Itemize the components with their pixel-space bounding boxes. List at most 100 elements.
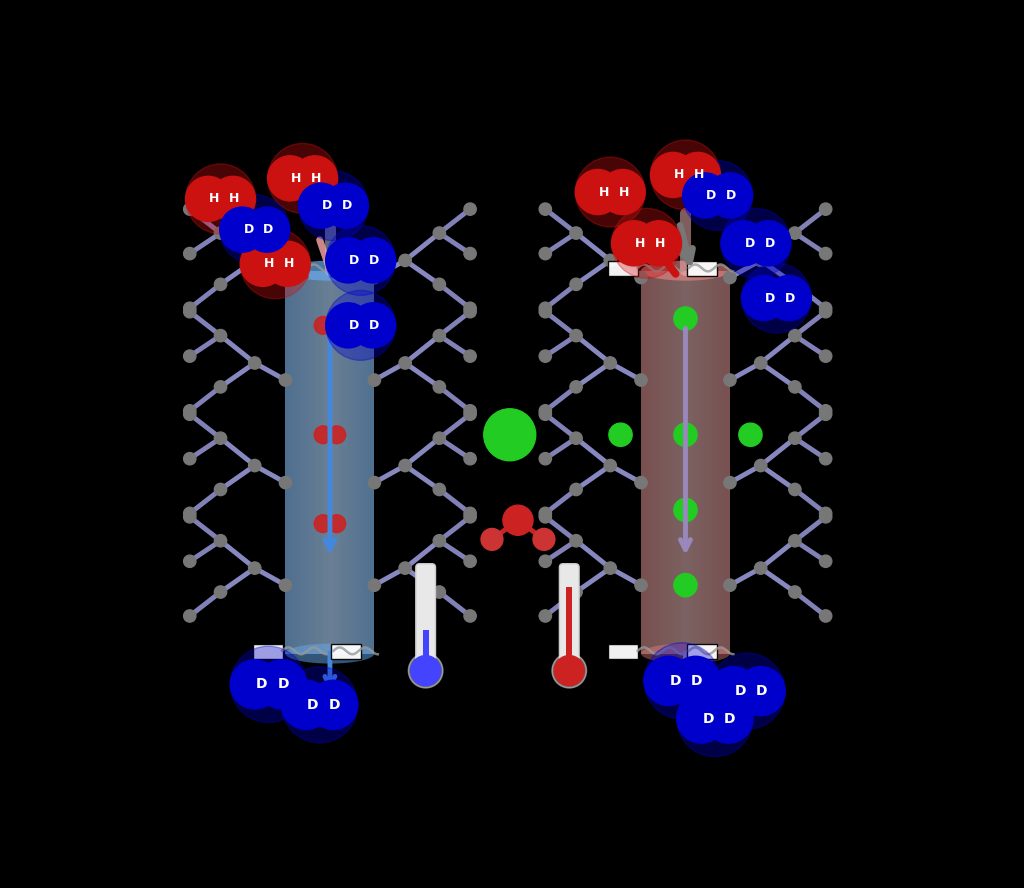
Bar (710, 271, 712, 654)
Circle shape (220, 207, 265, 252)
Bar (701, 271, 703, 654)
Bar (712, 271, 715, 654)
Circle shape (464, 248, 476, 259)
Circle shape (298, 183, 343, 228)
Circle shape (481, 528, 503, 551)
Circle shape (570, 483, 583, 496)
Circle shape (604, 357, 616, 369)
Bar (288, 271, 290, 654)
Circle shape (739, 424, 762, 447)
Bar (318, 271, 322, 654)
Circle shape (724, 272, 736, 283)
Circle shape (464, 453, 476, 464)
Circle shape (683, 161, 753, 230)
Text: D: D (278, 678, 289, 692)
Text: H: H (635, 237, 645, 250)
Bar (643, 271, 645, 654)
Circle shape (724, 477, 736, 488)
Circle shape (183, 555, 196, 567)
Circle shape (314, 515, 332, 533)
Bar (641, 271, 643, 654)
Bar (715, 271, 717, 654)
Circle shape (214, 278, 226, 290)
Circle shape (819, 610, 831, 622)
Circle shape (570, 227, 583, 239)
Circle shape (540, 507, 552, 519)
Circle shape (183, 302, 196, 314)
Bar (650, 271, 652, 654)
Circle shape (709, 667, 758, 716)
Circle shape (540, 350, 552, 362)
Circle shape (788, 483, 801, 496)
Circle shape (433, 381, 445, 393)
FancyBboxPatch shape (608, 261, 638, 276)
Bar (728, 271, 730, 654)
Circle shape (703, 694, 753, 743)
Bar (299, 271, 301, 654)
Circle shape (819, 507, 831, 519)
Circle shape (755, 562, 767, 575)
Text: D: D (329, 698, 340, 712)
Circle shape (183, 248, 196, 259)
Circle shape (249, 357, 261, 369)
Bar (364, 271, 366, 654)
Bar (361, 271, 364, 654)
Bar (685, 271, 688, 654)
Bar (690, 271, 692, 654)
Bar (662, 271, 664, 654)
Bar (303, 271, 305, 654)
Bar (354, 271, 356, 654)
Bar (668, 271, 670, 654)
Circle shape (788, 278, 801, 290)
Circle shape (249, 459, 261, 472)
FancyBboxPatch shape (423, 630, 429, 663)
Circle shape (183, 305, 196, 318)
Circle shape (570, 329, 583, 342)
Circle shape (257, 660, 306, 709)
Circle shape (534, 528, 555, 551)
Bar (652, 271, 654, 654)
Bar (345, 271, 348, 654)
Circle shape (570, 381, 583, 393)
Circle shape (755, 357, 767, 369)
Circle shape (280, 272, 292, 283)
Text: D: D (370, 254, 380, 267)
Text: H: H (264, 258, 274, 270)
FancyBboxPatch shape (687, 261, 717, 276)
Circle shape (483, 408, 536, 461)
Bar (706, 271, 708, 654)
Circle shape (788, 432, 801, 444)
Circle shape (314, 426, 332, 444)
Circle shape (350, 303, 395, 348)
Circle shape (570, 535, 583, 547)
Text: D: D (726, 189, 736, 202)
Bar (330, 271, 332, 654)
Circle shape (245, 207, 290, 252)
Bar (290, 271, 292, 654)
Circle shape (540, 453, 552, 464)
Circle shape (721, 221, 766, 266)
Circle shape (399, 562, 412, 575)
Circle shape (755, 254, 767, 266)
Circle shape (282, 667, 357, 743)
Circle shape (214, 432, 226, 444)
Circle shape (635, 477, 647, 488)
Circle shape (464, 408, 476, 420)
Bar (292, 271, 294, 654)
FancyBboxPatch shape (332, 644, 361, 659)
Circle shape (570, 432, 583, 444)
Text: H: H (655, 237, 666, 250)
Circle shape (326, 226, 395, 296)
Bar (305, 271, 307, 654)
FancyBboxPatch shape (608, 644, 638, 659)
Circle shape (650, 140, 721, 210)
Circle shape (464, 405, 476, 417)
Circle shape (604, 562, 616, 575)
Text: D: D (702, 711, 714, 725)
Circle shape (249, 562, 261, 575)
Circle shape (249, 254, 261, 266)
Ellipse shape (641, 644, 730, 663)
Circle shape (604, 254, 616, 266)
Bar (725, 271, 728, 654)
Text: D: D (370, 319, 380, 332)
